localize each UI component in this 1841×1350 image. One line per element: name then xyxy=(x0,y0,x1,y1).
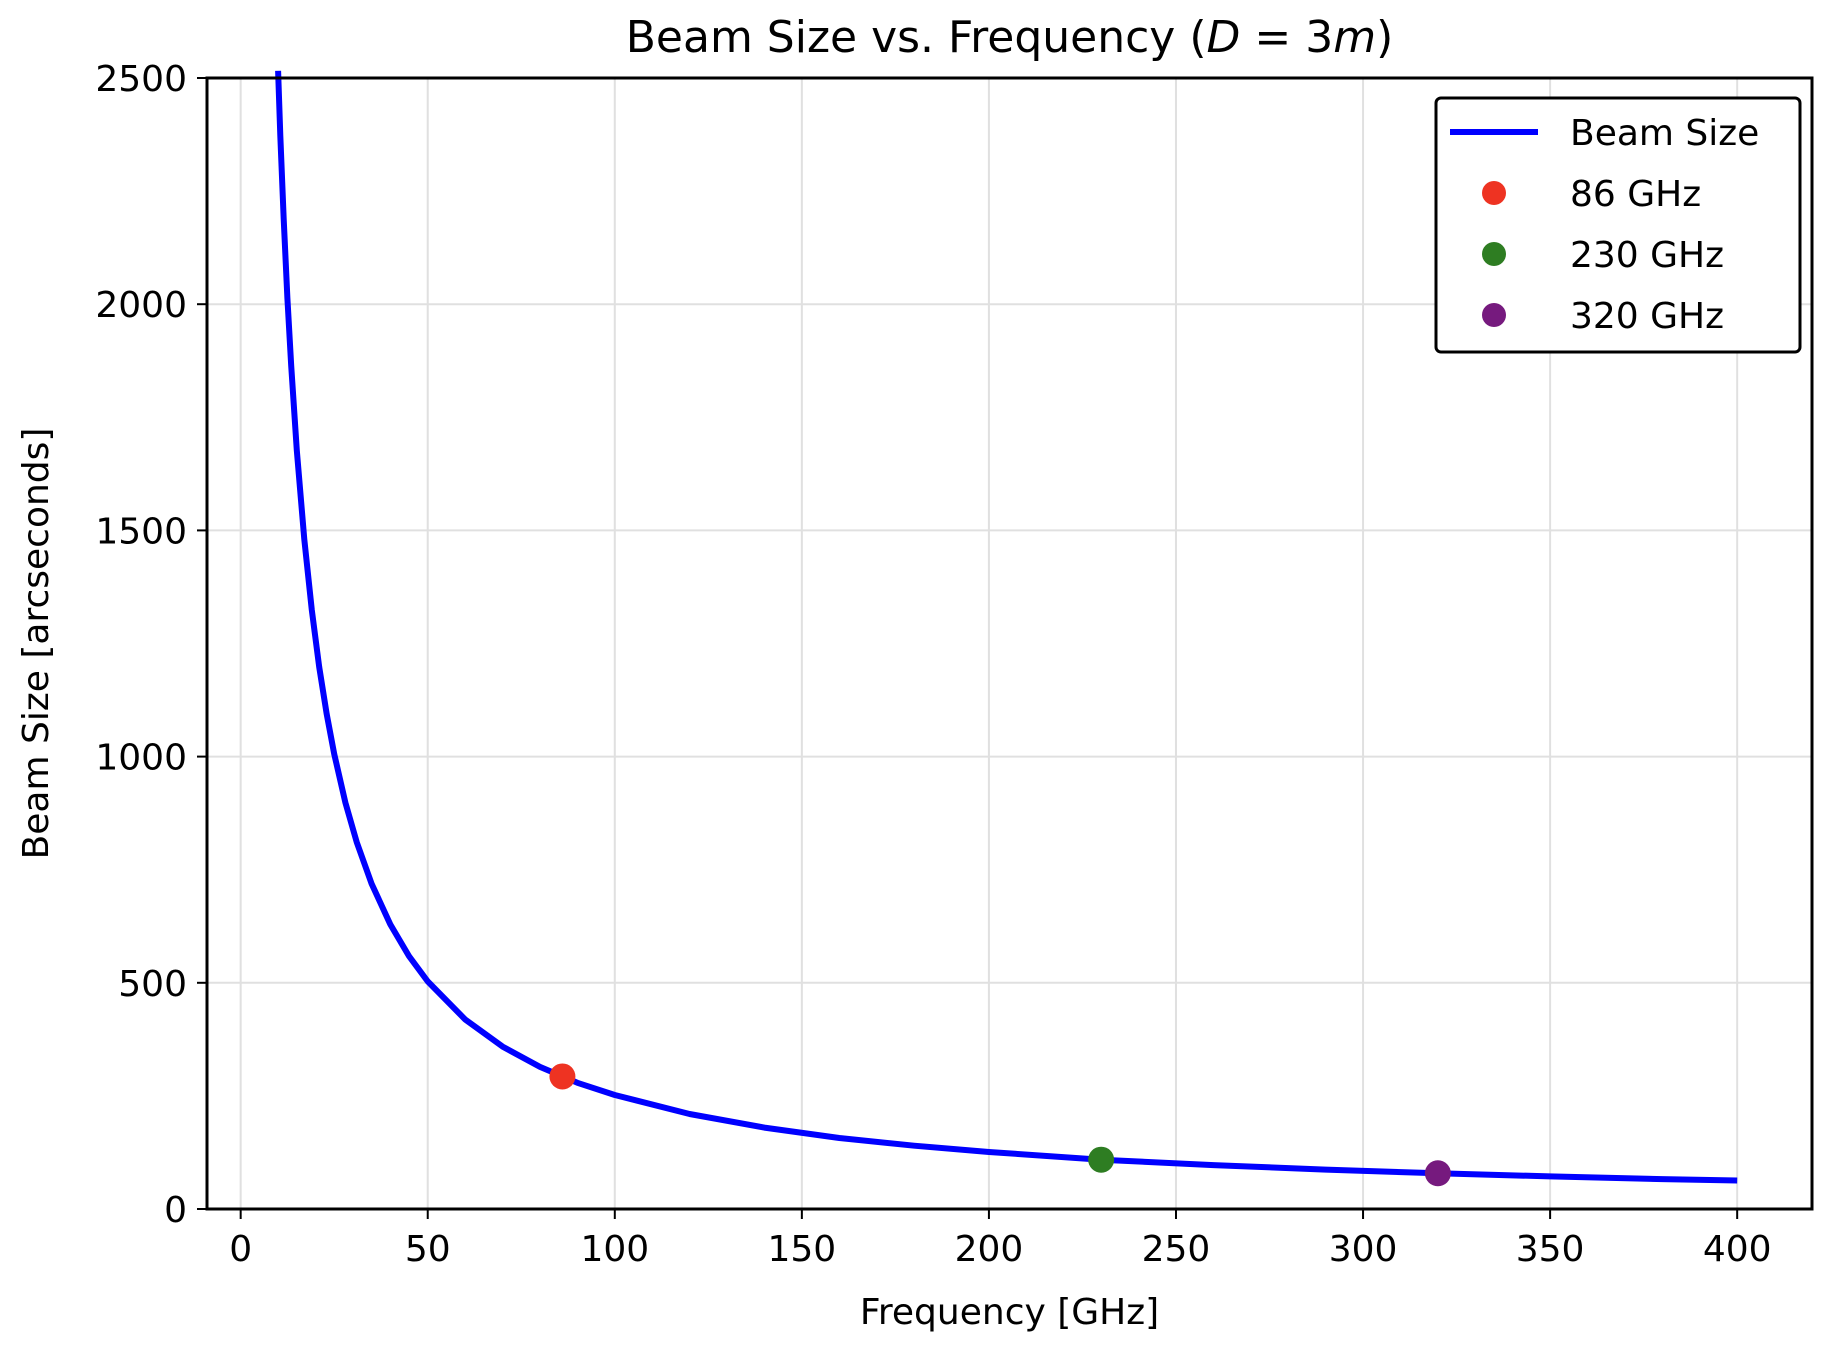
x-axis-label: Frequency [GHz] xyxy=(860,1292,1159,1333)
ticks-layer: 0 50 100 150 200 250 300 350 400 0 500 1000 1500 2000… xyxy=(95,59,1771,1270)
series-line-beam-size xyxy=(275,70,1738,1184)
legend-box xyxy=(1434,96,1802,354)
x-tick-label: 200 xyxy=(955,1229,1024,1270)
legend-label-230ghz: 230 GHz xyxy=(1570,235,1724,276)
chart-title-math: D xyxy=(1206,12,1240,63)
chart-title-unit: m xyxy=(1333,12,1376,63)
x-tick-label: 400 xyxy=(1703,1229,1772,1270)
legend-marker-320ghz xyxy=(1482,303,1506,327)
y-tick-label: 1500 xyxy=(95,511,187,552)
data-point-marker xyxy=(1424,1160,1451,1187)
x-tick-label: 100 xyxy=(580,1229,649,1270)
legend-label-320ghz: 320 GHz xyxy=(1570,296,1724,337)
x-tick-label: 300 xyxy=(1329,1229,1398,1270)
x-tick-label: 0 xyxy=(229,1229,252,1270)
chart-title: Beam Size vs. Frequency (D = 3m) xyxy=(626,12,1394,63)
chart-title-main: Beam Size vs. Frequency ( xyxy=(626,12,1207,63)
x-tick-label: 350 xyxy=(1516,1229,1585,1270)
data-point-marker xyxy=(549,1063,576,1090)
x-tick-label: 50 xyxy=(405,1229,451,1270)
legend-label-beam-size: Beam Size xyxy=(1570,113,1759,154)
plot-frame xyxy=(205,76,1814,1211)
y-tick-label: 1000 xyxy=(95,738,187,779)
y-tick-label: 2000 xyxy=(95,285,187,326)
legend-marker-230ghz xyxy=(1482,242,1506,266)
x-tick-label: 150 xyxy=(768,1229,837,1270)
chart-title-eq: = 3 xyxy=(1240,12,1333,63)
series-layer xyxy=(275,70,1738,1184)
data-point-marker xyxy=(1088,1146,1115,1173)
x-tick-label: 250 xyxy=(1142,1229,1211,1270)
chart-title-close: ) xyxy=(1376,12,1393,63)
legend-marker-86ghz xyxy=(1482,181,1506,205)
y-axis-label: Beam Size [arcseconds] xyxy=(16,428,57,860)
markers-layer xyxy=(549,1063,1451,1187)
y-tick-label: 2500 xyxy=(95,59,187,100)
legend: Beam Size 86 GHz 230 GHz 320 GHz xyxy=(1434,96,1802,354)
y-tick-label: 0 xyxy=(164,1190,187,1231)
y-tick-label: 500 xyxy=(118,964,187,1005)
legend-label-86ghz: 86 GHz xyxy=(1570,174,1701,215)
